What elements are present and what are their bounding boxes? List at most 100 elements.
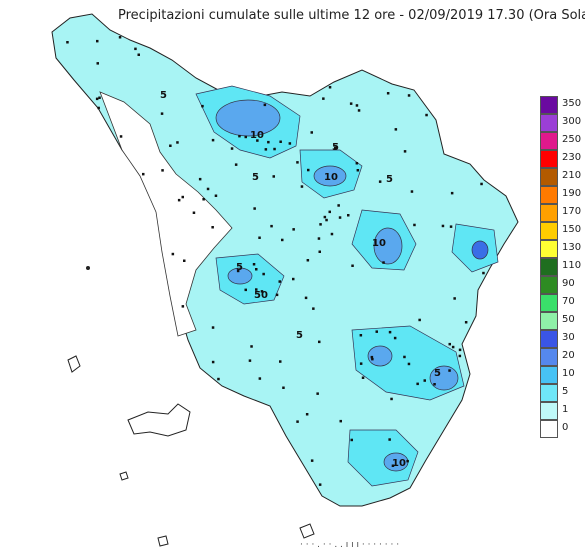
contour-label: 5: [434, 368, 441, 379]
station-dot: [160, 112, 164, 115]
dry-area-west: [99, 91, 233, 337]
contour-label: 50: [254, 290, 268, 301]
station-dot: [403, 355, 406, 359]
legend-swatch: [540, 132, 558, 150]
station-dot: [270, 224, 273, 228]
station-dot: [388, 330, 392, 334]
legend-label: 190: [562, 188, 582, 199]
station-dot: [305, 413, 309, 416]
station-dot: [441, 224, 445, 228]
station-dot: [325, 218, 328, 222]
station-dot: [349, 102, 353, 105]
station-dot: [318, 483, 322, 486]
contour-label: 10: [392, 458, 406, 469]
station-dot: [255, 268, 258, 271]
station-dot: [260, 290, 264, 293]
station-dot: [433, 383, 436, 386]
station-dot: [355, 162, 359, 165]
legend-label: 90: [562, 278, 575, 289]
station-dot: [338, 216, 342, 219]
station-dot: [375, 330, 378, 333]
station-dot: [296, 161, 299, 164]
legend-label: 230: [562, 152, 582, 163]
station-dot: [236, 269, 240, 273]
legend-label: 20: [562, 350, 575, 361]
station-dot: [211, 138, 215, 142]
station-dot: [211, 360, 215, 364]
station-dot: [264, 148, 268, 151]
legend-swatch: [540, 312, 558, 330]
legend-label: 50: [562, 314, 575, 325]
station-dot: [255, 288, 258, 291]
station-dot: [386, 92, 390, 95]
contour-label: 10: [250, 130, 264, 141]
station-dot: [253, 207, 256, 210]
legend-swatch: [540, 168, 558, 186]
station-dot: [256, 139, 259, 142]
station-dot: [119, 135, 123, 138]
station-dot: [449, 225, 453, 228]
station-dot: [282, 386, 285, 389]
legend-label: 1: [562, 404, 569, 415]
legend-swatch: [540, 384, 558, 402]
station-dot: [273, 147, 276, 151]
station-dot: [334, 146, 337, 150]
station-dot: [98, 96, 101, 99]
station-dot: [244, 288, 247, 292]
island-gorgona: [86, 266, 90, 270]
station-dot: [142, 172, 145, 176]
station-dot: [394, 128, 398, 131]
region-fill: [51, 13, 519, 507]
station-dot: [458, 354, 462, 358]
station-dot: [378, 180, 382, 183]
station-dot: [306, 259, 310, 262]
station-dot: [361, 376, 365, 379]
station-dot: [355, 104, 359, 107]
station-dot: [423, 379, 426, 382]
station-dot: [371, 357, 374, 361]
station-dot: [134, 47, 137, 51]
legend-swatch: [540, 204, 558, 222]
station-dot: [388, 438, 391, 441]
station-dot: [250, 345, 253, 348]
station-dot: [416, 382, 419, 386]
station-dot: [252, 263, 256, 266]
island-giglio: [299, 523, 315, 539]
station-dot: [382, 261, 385, 264]
legend-label: 5: [562, 386, 569, 397]
station-dot: [217, 377, 220, 381]
station-dot: [406, 459, 409, 463]
contour-label: 5: [386, 174, 393, 185]
legend-swatch: [540, 420, 558, 438]
legend-label: 70: [562, 296, 575, 307]
legend-label: 130: [562, 242, 582, 253]
station-dot: [351, 264, 354, 267]
contour-label: 10: [372, 238, 386, 249]
legend-swatch: [540, 330, 558, 348]
station-dot: [96, 62, 99, 65]
station-dot: [413, 223, 416, 227]
station-dot: [281, 238, 284, 242]
station-dot: [292, 277, 295, 281]
legend-swatch: [540, 114, 558, 132]
station-dot: [214, 194, 218, 197]
station-dot: [356, 169, 360, 172]
station-dot: [279, 360, 282, 363]
station-dot: [248, 359, 252, 362]
station-dot: [304, 296, 308, 300]
rain-core-montalcino: [367, 345, 393, 367]
legend-swatch: [540, 240, 558, 258]
rain-core-casentino: [471, 240, 489, 260]
station-dot: [307, 168, 310, 172]
contour-label: 5: [160, 90, 167, 101]
station-dot: [458, 348, 462, 352]
station-dot: [201, 104, 204, 108]
station-dot: [177, 198, 181, 202]
contour-label: 5: [252, 172, 259, 183]
legend-label: 250: [562, 134, 582, 145]
contour-label: 5: [236, 262, 243, 273]
station-dot: [206, 187, 210, 191]
legend-label: 10: [562, 368, 575, 379]
station-dot: [211, 326, 215, 329]
station-dot: [181, 305, 185, 308]
